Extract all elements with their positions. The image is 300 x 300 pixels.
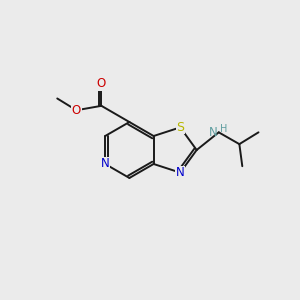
Text: N: N bbox=[208, 126, 217, 139]
Text: S: S bbox=[176, 121, 184, 134]
Text: H: H bbox=[220, 124, 228, 134]
Text: O: O bbox=[97, 77, 106, 90]
Text: O: O bbox=[72, 104, 81, 117]
Text: N: N bbox=[101, 158, 110, 170]
Text: N: N bbox=[176, 166, 184, 179]
